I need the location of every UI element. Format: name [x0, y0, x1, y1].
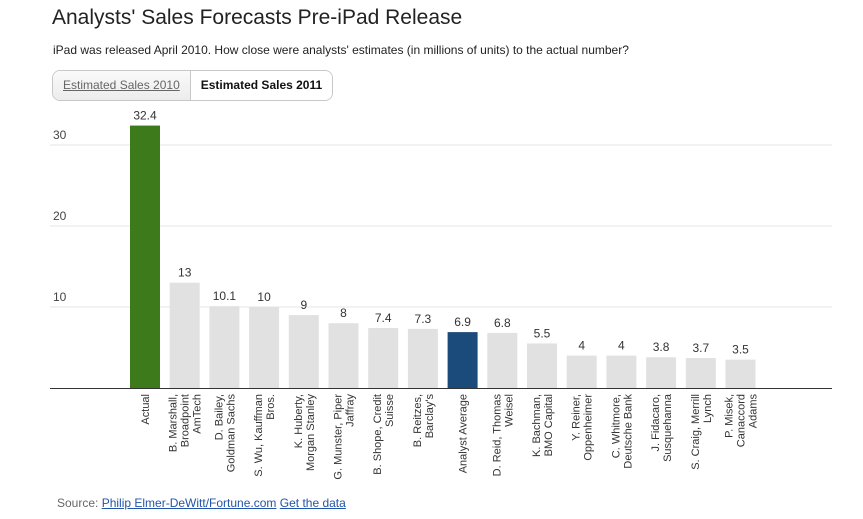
x-tick-label-line: Y. Reiner,	[571, 394, 583, 441]
x-tick-label: B. Reitzes,Barclay's	[412, 394, 436, 448]
bar	[685, 358, 716, 388]
x-tick-label-line: B. Marshall,	[168, 394, 180, 452]
y-tick-label: 10	[53, 290, 67, 304]
x-tick-label: G. Munster, PiperJaffray	[333, 394, 357, 480]
x-tick-label-line: C. Whitmore,	[610, 394, 622, 458]
bar-value-label: 3.5	[732, 343, 749, 357]
x-tick-label-line: P. Misek,	[724, 394, 736, 438]
x-tick-label-line: D. Reid, Thomas	[491, 394, 503, 477]
x-tick-label-line: Barclay's	[424, 394, 436, 439]
tab-estimated-sales-2010[interactable]: Estimated Sales 2010	[53, 71, 191, 100]
x-tick-label: K. Bachman,BMO Capital	[531, 394, 555, 457]
x-tick-label-line: AmTech	[192, 394, 204, 434]
x-tick-label: Analyst Average	[458, 394, 470, 473]
source-prefix: Source:	[57, 496, 102, 510]
source-link[interactable]: Philip Elmer-DeWitt/Fortune.com	[101, 496, 277, 510]
x-tick-label-line: Goldman Sachs	[225, 394, 237, 473]
tab-group: Estimated Sales 2010 Estimated Sales 201…	[52, 70, 334, 101]
bar	[725, 359, 756, 388]
x-tick-label: D. Reid, ThomasWeisel	[491, 394, 515, 477]
x-tick-label-line: Analyst Average	[458, 394, 470, 473]
x-tick-label: Actual	[140, 394, 152, 425]
bar-value-label: 4	[618, 339, 625, 353]
x-tick-label-line: D. Bailey,	[213, 394, 225, 440]
chart-title: Analysts' Sales Forecasts Pre-iPad Relea…	[52, 6, 463, 29]
x-tick-label-line: B. Reitzes,	[412, 394, 424, 447]
bar-value-label: 6.8	[494, 316, 511, 330]
bar-value-label: 13	[178, 266, 192, 280]
x-tick-label-line: Suisse	[384, 394, 396, 427]
bar-value-label: 6.9	[454, 315, 471, 329]
bar	[169, 282, 200, 388]
bar	[527, 343, 557, 388]
x-tick-label-line: Broadpoint	[180, 394, 192, 447]
chart-subtitle: iPad was released April 2010. How close …	[53, 43, 629, 57]
bar-value-label: 3.8	[653, 340, 670, 354]
bar	[249, 307, 280, 388]
x-tick-label: B. Shope, CreditSuisse	[372, 394, 396, 475]
bar	[288, 315, 319, 388]
x-tick-label: P. Misek,CanaccordAdams	[724, 394, 760, 448]
bar	[407, 328, 438, 388]
x-tick-label-line: Jaffray	[345, 394, 357, 427]
bar	[368, 328, 399, 388]
bar	[606, 355, 637, 388]
x-tick-label-line: Lynch	[702, 394, 714, 423]
x-tick-label: S. Craig, MerrillLynch	[690, 394, 714, 470]
x-tick-label-line: Actual	[140, 394, 152, 425]
bar	[566, 355, 597, 388]
bar-value-label: 10.1	[213, 289, 237, 303]
x-tick-label-line: J. Fidacaro,	[650, 394, 662, 451]
x-tick-label-line: Canaccord	[736, 394, 748, 447]
x-tick-label-line: Deutsche Bank	[622, 394, 634, 469]
bar	[209, 306, 240, 388]
x-tick-label: C. Whitmore,Deutsche Bank	[610, 394, 634, 469]
bar	[328, 323, 359, 388]
x-tick-label-line: BMO Capital	[543, 394, 555, 456]
x-tick-label-line: S. Craig, Merrill	[690, 394, 702, 470]
x-tick-label-line: Bros.	[265, 394, 277, 420]
bar	[646, 357, 677, 388]
bar-value-label: 10	[257, 290, 271, 304]
bar-value-label: 5.5	[534, 326, 551, 340]
bar-value-label: 3.7	[692, 341, 709, 355]
bar-value-label: 8	[340, 306, 347, 320]
bar-value-label: 7.3	[415, 312, 432, 326]
bar	[130, 125, 160, 388]
x-tick-label-line: S. Wu, Kauffman	[253, 394, 265, 477]
x-tick-label-line: Morgan Stanley	[305, 394, 317, 472]
x-tick-label-line: K. Huberty,	[293, 394, 305, 448]
x-tick-label: S. Wu, KauffmanBros.	[253, 394, 277, 477]
tab-estimated-sales-2011[interactable]: Estimated Sales 2011	[190, 71, 333, 100]
bar-value-label: 9	[300, 298, 307, 312]
x-tick-label-line: G. Munster, Piper	[333, 394, 345, 480]
x-tick-label-line: B. Shope, Credit	[372, 394, 384, 475]
x-tick-label-line: Weisel	[503, 394, 515, 427]
y-tick-label: 30	[53, 128, 67, 142]
bar	[487, 332, 518, 388]
bar-value-label: 4	[578, 339, 585, 353]
x-tick-label: J. Fidacaro,Susquehanna	[650, 393, 674, 462]
x-tick-label: D. Bailey,Goldman Sachs	[213, 394, 237, 473]
x-tick-label: B. Marshall,BroadpointAmTech	[168, 394, 204, 452]
x-tick-label-line: Adams	[748, 394, 760, 429]
bar	[447, 332, 478, 388]
x-tick-label-line: K. Bachman,	[531, 394, 543, 457]
bar-value-label: 32.4	[133, 109, 157, 123]
y-tick-label: 20	[53, 209, 67, 223]
x-tick-label: Y. Reiner,Oppenheimer	[571, 394, 595, 461]
get-data-link[interactable]: Get the data	[279, 496, 346, 510]
x-tick-label-line: Oppenheimer	[583, 394, 595, 461]
source-note: Source: Philip Elmer-DeWitt/Fortune.com …	[57, 496, 346, 510]
x-tick-label: K. Huberty,Morgan Stanley	[293, 394, 317, 472]
x-tick-label-line: Susquehanna	[662, 393, 674, 462]
bar-value-label: 7.4	[375, 311, 392, 325]
